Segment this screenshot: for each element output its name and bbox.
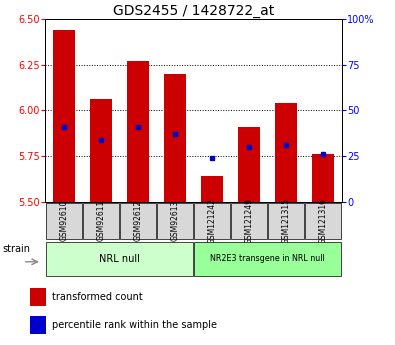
- Bar: [275, 103, 297, 202]
- Title: GDS2455 / 1428722_at: GDS2455 / 1428722_at: [113, 4, 274, 18]
- Text: NR2E3 transgene in NRL null: NR2E3 transgene in NRL null: [210, 254, 325, 263]
- FancyBboxPatch shape: [268, 203, 304, 239]
- FancyBboxPatch shape: [305, 203, 341, 239]
- Bar: [201, 176, 223, 202]
- FancyBboxPatch shape: [46, 241, 193, 276]
- Text: GSM92611: GSM92611: [96, 200, 105, 242]
- Text: GSM121315: GSM121315: [282, 198, 291, 244]
- Text: percentile rank within the sample: percentile rank within the sample: [52, 320, 217, 330]
- Text: transformed count: transformed count: [52, 292, 143, 302]
- Text: NRL null: NRL null: [99, 254, 140, 264]
- FancyBboxPatch shape: [83, 203, 119, 239]
- FancyBboxPatch shape: [46, 203, 82, 239]
- Text: GSM92613: GSM92613: [171, 200, 180, 242]
- FancyBboxPatch shape: [194, 241, 341, 276]
- Bar: [127, 61, 149, 202]
- Text: GSM121316: GSM121316: [319, 198, 328, 244]
- FancyBboxPatch shape: [157, 203, 193, 239]
- Text: GSM121249: GSM121249: [245, 198, 254, 244]
- Bar: [238, 127, 260, 202]
- Bar: [30, 288, 47, 306]
- Bar: [312, 154, 334, 202]
- Text: GSM92612: GSM92612: [134, 200, 143, 242]
- Text: strain: strain: [2, 244, 30, 254]
- Bar: [53, 30, 75, 202]
- Bar: [90, 99, 112, 202]
- Text: GSM121242: GSM121242: [207, 198, 216, 244]
- Bar: [164, 74, 186, 202]
- FancyBboxPatch shape: [231, 203, 267, 239]
- Text: GSM92610: GSM92610: [59, 200, 68, 242]
- FancyBboxPatch shape: [194, 203, 230, 239]
- Bar: [30, 316, 47, 334]
- FancyBboxPatch shape: [120, 203, 156, 239]
